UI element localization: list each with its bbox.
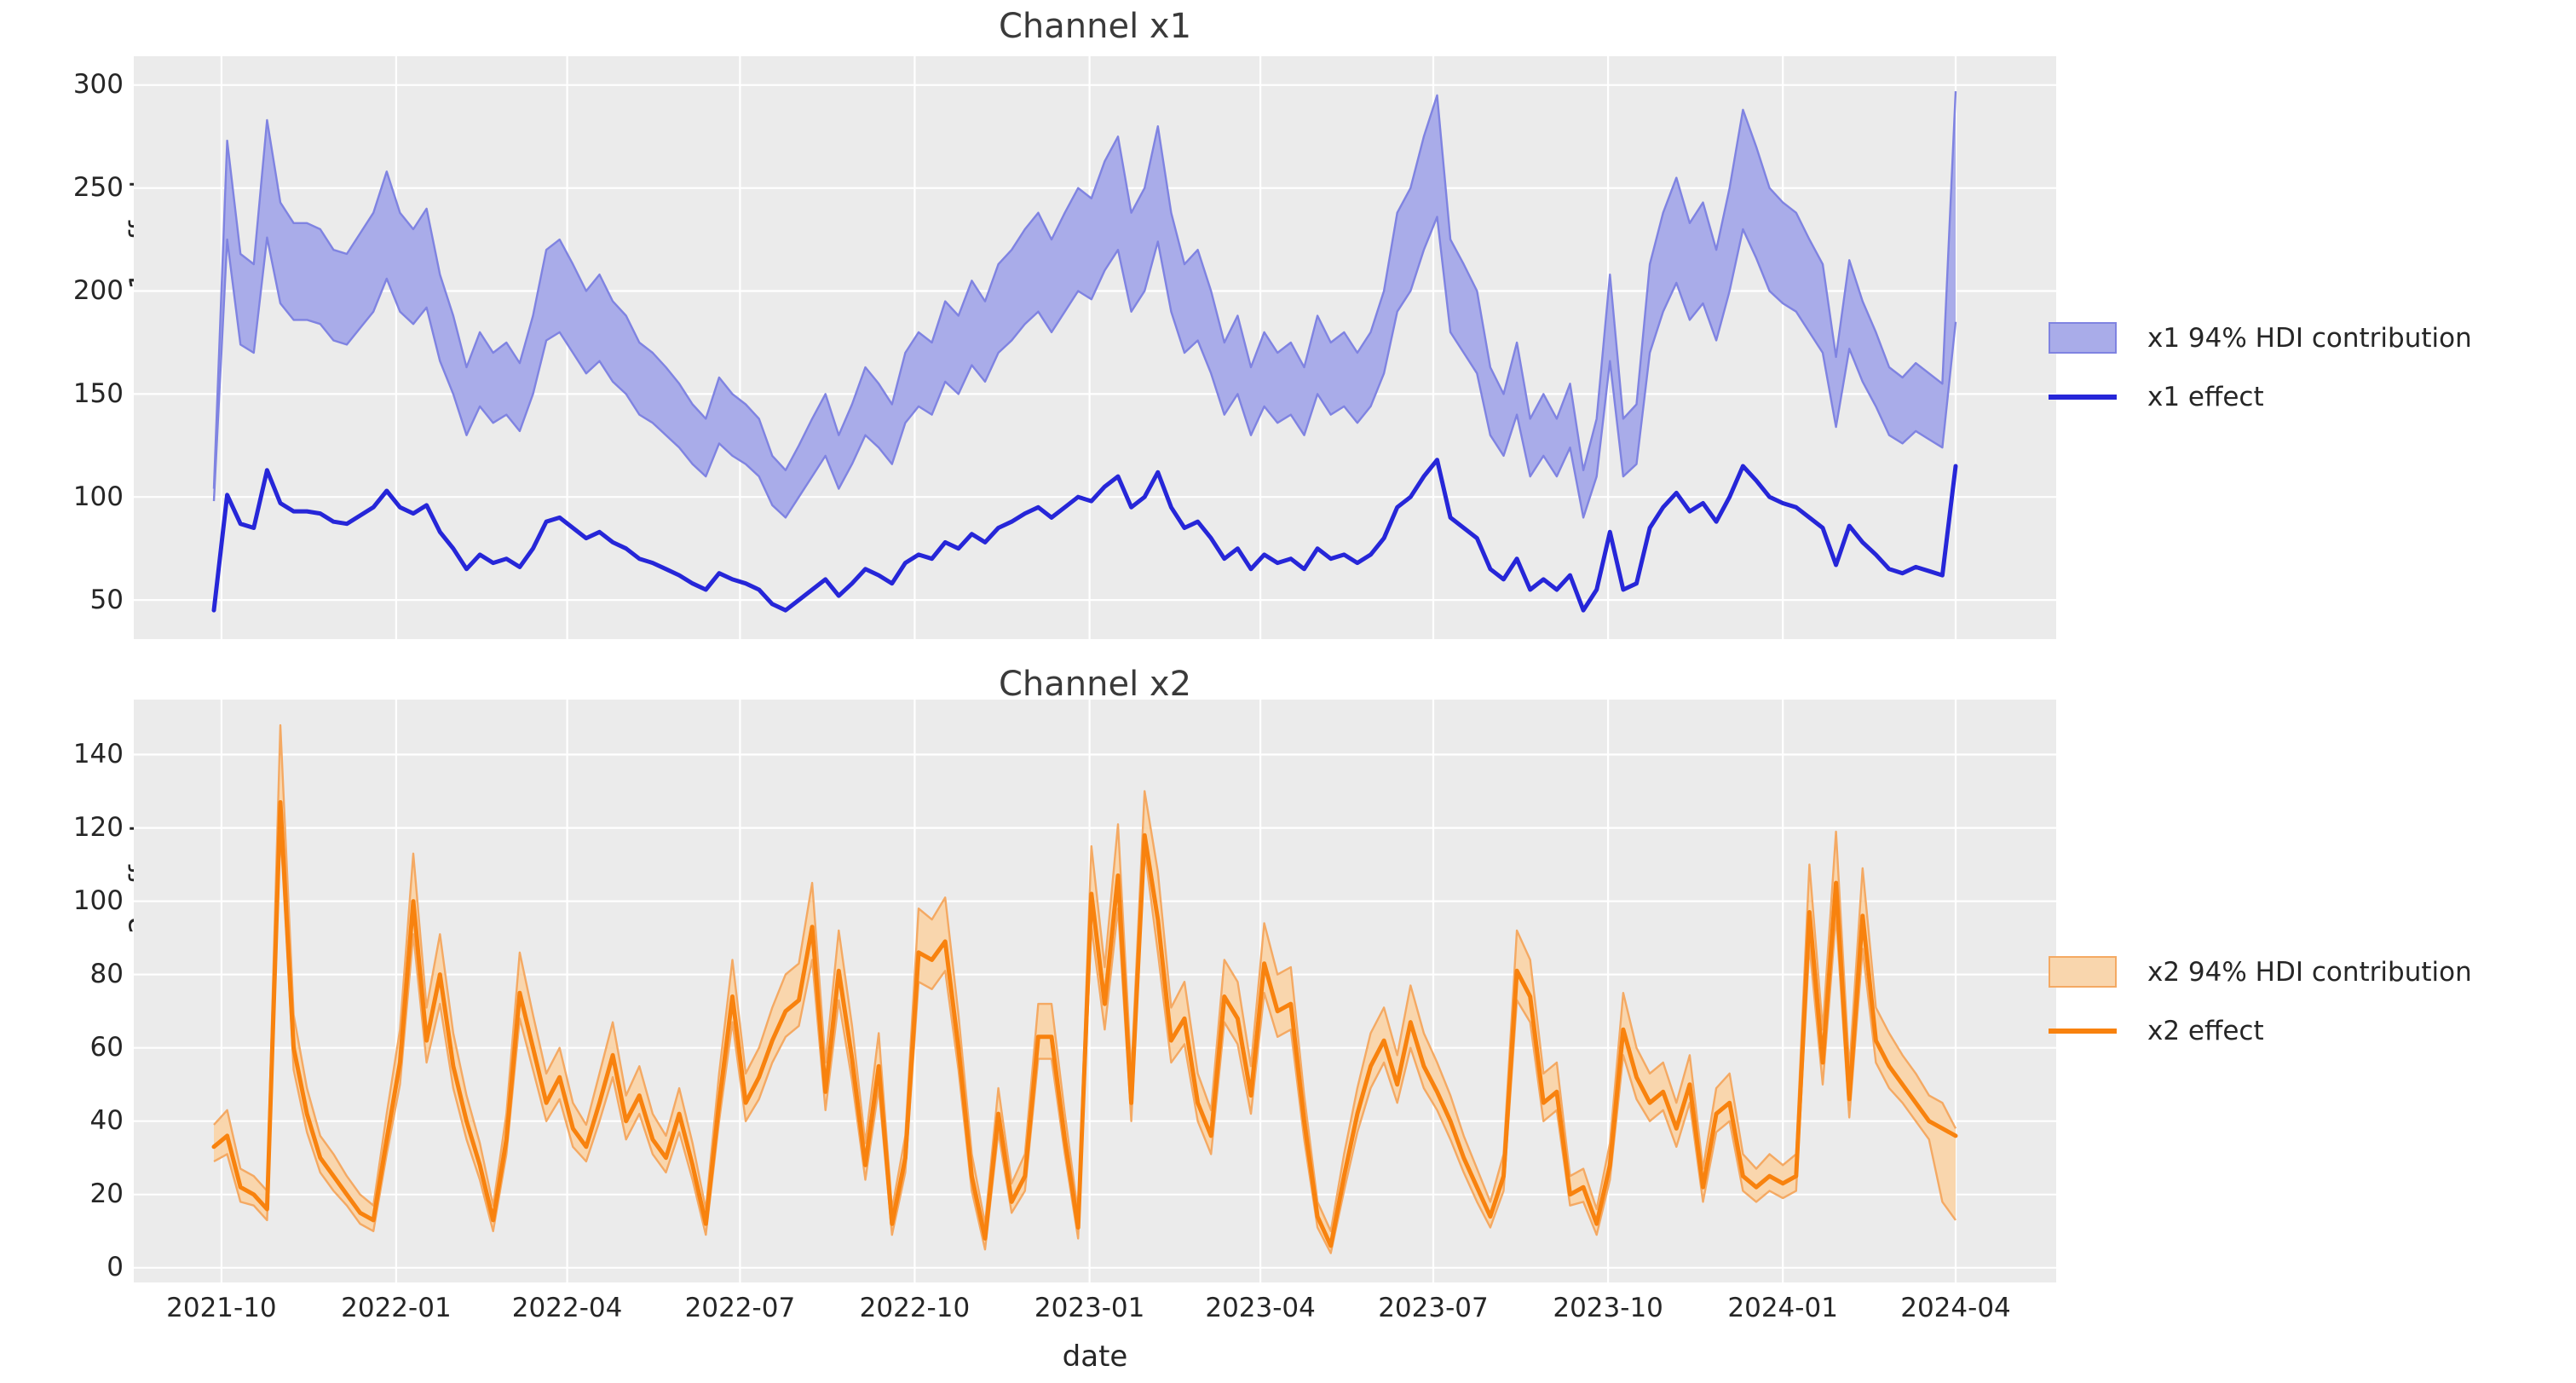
x-tick-label: 2024-01 [1727,1293,1838,1323]
y-tick-label: 200 [72,275,124,307]
chart1-legend: x1 94% HDI contribution x1 effect [2049,308,2472,426]
chart1-legend-row-line: x1 effect [2049,367,2472,426]
x-tick-label: 2022-04 [511,1293,623,1323]
chart1-hdi-band-swatch [2049,322,2117,354]
y-tick-label: 20 [89,1178,124,1210]
chart1-legend-row-band: x1 94% HDI contribution [2049,308,2472,367]
x-tick-label: 2022-07 [684,1293,796,1323]
x-tick-label: 2023-04 [1205,1293,1316,1323]
y-tick-label: 150 [72,377,124,409]
plot-background [134,56,2056,639]
x-tick-label: 2024-04 [1900,1293,2011,1323]
x-tick-label: 2022-10 [859,1293,971,1323]
y-tick-label: 50 [89,584,124,615]
chart2-legend-row-line: x2 effect [2049,1001,2472,1060]
chart2-legend: x2 94% HDI contribution x2 effect [2049,942,2472,1060]
y-tick-label: 80 [89,959,124,990]
chart2-hdi-band-swatch [2049,956,2117,988]
chart2-legend-row-band: x2 94% HDI contribution [2049,942,2472,1001]
y-tick-label: 120 [72,812,124,844]
x-tick-label: 2023-07 [1378,1293,1489,1323]
y-tick-label: 60 [89,1032,124,1063]
y-tick-label: 0 [107,1252,124,1283]
chart1-hdi-band-label: x1 94% HDI contribution [2147,322,2472,354]
chart2-hdi-band-label: x2 94% HDI contribution [2147,956,2472,988]
y-tick-label: 140 [72,739,124,770]
y-tick-label: 100 [72,885,124,917]
y-tick-label: 100 [72,481,124,512]
chart2-effect-line-label: x2 effect [2147,1015,2264,1046]
y-tick-label: 300 [72,69,124,101]
x-tick-label: 2022-01 [341,1293,452,1323]
effect-line [211,800,1958,1248]
y-tick-label: 250 [72,172,124,204]
y-tick-label: 40 [89,1105,124,1137]
hdi-band-upper-edge [212,91,1957,489]
plot-background [134,700,2056,1282]
hdi-band-lower-edge [212,216,1957,519]
hdi-band [214,91,1956,518]
chart1-effect-line-label: x1 effect [2147,381,2264,412]
x-tick-label: 2023-10 [1553,1293,1663,1323]
effect-line [211,458,1958,613]
chart2-title: Channel x2 [998,665,1192,704]
chart1-plot-area [134,56,2056,639]
x-tick-label: 2021-10 [166,1293,277,1323]
chart1-effect-line-swatch [2049,394,2117,400]
chart1-title: Channel x1 [998,7,1192,46]
x-tick-label: 2023-01 [1034,1293,1145,1323]
chart2-plot-area [134,700,2056,1282]
x-axis-label: date [1062,1340,1128,1374]
chart2-effect-line-swatch [2049,1028,2117,1034]
